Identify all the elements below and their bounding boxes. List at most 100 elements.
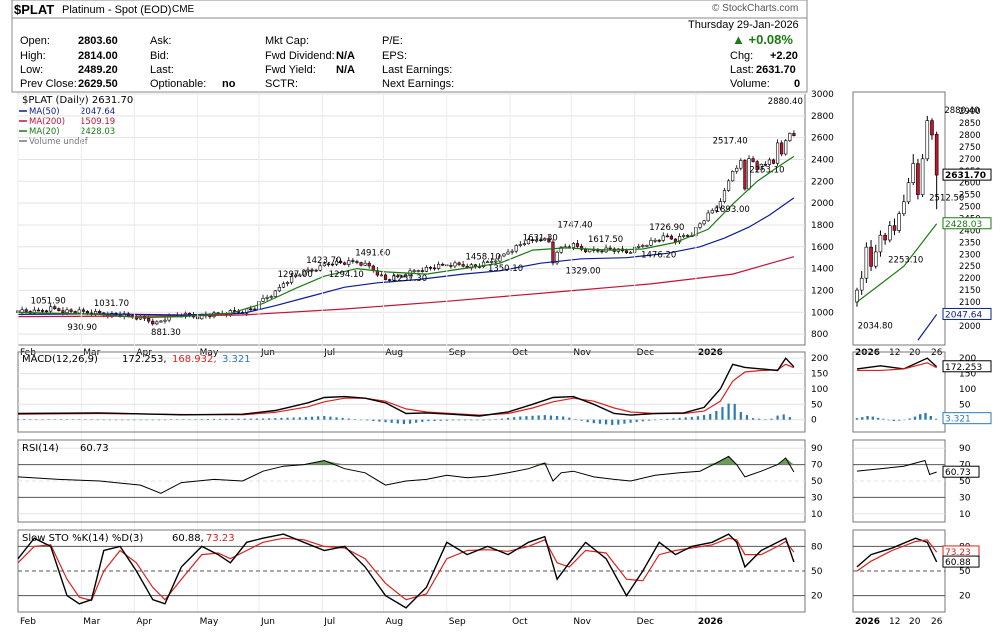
inset-ma50-badge	[942, 307, 992, 320]
price-candle	[682, 235, 686, 237]
macd-histogram-bar	[709, 413, 712, 420]
price-candle	[759, 163, 763, 170]
inset-candle	[859, 277, 864, 291]
price-candle	[461, 264, 465, 267]
sto-d-value: 73.23	[206, 533, 235, 544]
price-candle	[543, 238, 547, 241]
high-label: High:	[20, 50, 46, 62]
rsi-y-tick: 50	[811, 477, 823, 487]
macd-histogram-bar	[580, 419, 583, 421]
macd-histogram-bar	[16, 419, 20, 420]
price-candle	[706, 212, 710, 222]
macd-histogram-bar	[727, 403, 730, 420]
macd-histogram-bar	[231, 418, 234, 420]
sto-label: Slow STO %K(14) %D(3)	[22, 533, 143, 544]
macd-histogram-bar	[427, 419, 430, 422]
sto-x-tick: Jul	[323, 617, 335, 627]
macd-y-tick: 150	[811, 370, 828, 380]
price-candle	[69, 309, 73, 312]
macd-histogram-bar	[108, 419, 111, 421]
sto-x-tick: Dec	[637, 617, 654, 627]
price-x-tick: Sep	[449, 348, 466, 358]
price-candle	[771, 159, 776, 164]
last-value: 2631.70	[756, 64, 796, 76]
macd-histogram-bar	[114, 419, 118, 421]
price-candle	[506, 251, 510, 255]
price-candle	[449, 265, 453, 267]
price-candle	[359, 262, 363, 266]
inset-y-tick: 2850	[959, 119, 981, 129]
price-annotation: 1617.50	[588, 235, 623, 245]
price-candle	[343, 262, 347, 265]
inset-y-tick: 2900	[959, 107, 981, 117]
macd-histogram-bar	[206, 419, 209, 420]
price-annotation: 1631.30	[523, 233, 558, 243]
price-annotation: 1051.90	[31, 297, 66, 307]
price-candle	[763, 163, 767, 166]
price-candle	[61, 310, 65, 313]
inset-sto-x-tick: 20	[909, 617, 921, 627]
price-candle	[641, 245, 645, 247]
open-label: Open:	[20, 35, 50, 47]
price-candle	[539, 239, 543, 242]
price-annotation: 1329.00	[566, 266, 601, 276]
macd-signal-line	[17, 363, 795, 416]
macd-histogram-bar	[611, 419, 614, 426]
inset-rsi-y-tick: 90	[959, 444, 971, 454]
macd-histogram-bar	[531, 415, 534, 420]
inset-x-tick: 26	[931, 348, 943, 358]
price-annotation: 1458.10	[466, 252, 501, 262]
macd-histogram-bar	[84, 419, 87, 420]
legend-name: MA(20)	[29, 127, 60, 137]
price-candle	[575, 243, 580, 247]
inset-macd-histogram-bar	[903, 419, 906, 421]
sto-y-tick: 80	[811, 542, 823, 552]
inset-y-tick: 2500	[959, 203, 981, 213]
price-candle	[81, 309, 85, 312]
price-candle	[702, 220, 706, 225]
inset-candle	[869, 246, 873, 267]
inset-macd-value: 172.253	[945, 363, 982, 373]
macd-histogram-bar	[457, 419, 461, 421]
price-candle	[710, 210, 714, 214]
fwd-yield-value: N/A	[336, 64, 355, 76]
volume-label: Volume:	[730, 78, 770, 90]
legend-value: 1509.19	[80, 117, 115, 127]
price-candle	[600, 250, 604, 253]
price-candle	[726, 180, 731, 191]
price-candle	[457, 262, 461, 265]
inset-y-tick: 2350	[959, 238, 981, 248]
price-y-tick: 2800	[811, 112, 834, 122]
price-candle	[416, 270, 420, 272]
price-candle	[339, 260, 343, 264]
price-candle	[490, 261, 494, 263]
macd-histogram-bar	[176, 419, 179, 420]
price-candle	[85, 311, 90, 314]
macd-histogram-bar	[35, 419, 38, 420]
macd-histogram-bar	[390, 419, 393, 423]
inset-y-tick: 2100	[959, 298, 981, 308]
macd-histogram-bar	[212, 418, 216, 420]
inset-candle	[930, 120, 934, 136]
price-candle	[530, 239, 535, 241]
rsi-y-tick: 70	[811, 461, 823, 471]
price-candle	[571, 243, 575, 248]
macd-histogram-bar	[715, 410, 718, 420]
high-value: 2814.00	[78, 50, 118, 62]
price-candle	[547, 238, 551, 243]
open-value: 2803.60	[78, 35, 118, 47]
price-candle	[77, 309, 81, 314]
macd-histogram-bar	[604, 419, 608, 425]
macd-histogram-bar	[72, 419, 75, 420]
price-annotation: 1257.30	[392, 274, 427, 284]
macd-histogram-bar	[298, 417, 301, 420]
price-candle	[522, 243, 526, 246]
legend-name: Volume undef	[29, 137, 89, 147]
macd-histogram-bar	[641, 419, 644, 422]
macd-histogram-bar	[292, 417, 295, 420]
price-candle	[714, 207, 718, 211]
price-candle	[526, 239, 531, 245]
last-label: Last:	[730, 64, 754, 76]
price-x-tick: Oct	[512, 348, 528, 358]
macd-histogram-bar	[47, 419, 50, 420]
